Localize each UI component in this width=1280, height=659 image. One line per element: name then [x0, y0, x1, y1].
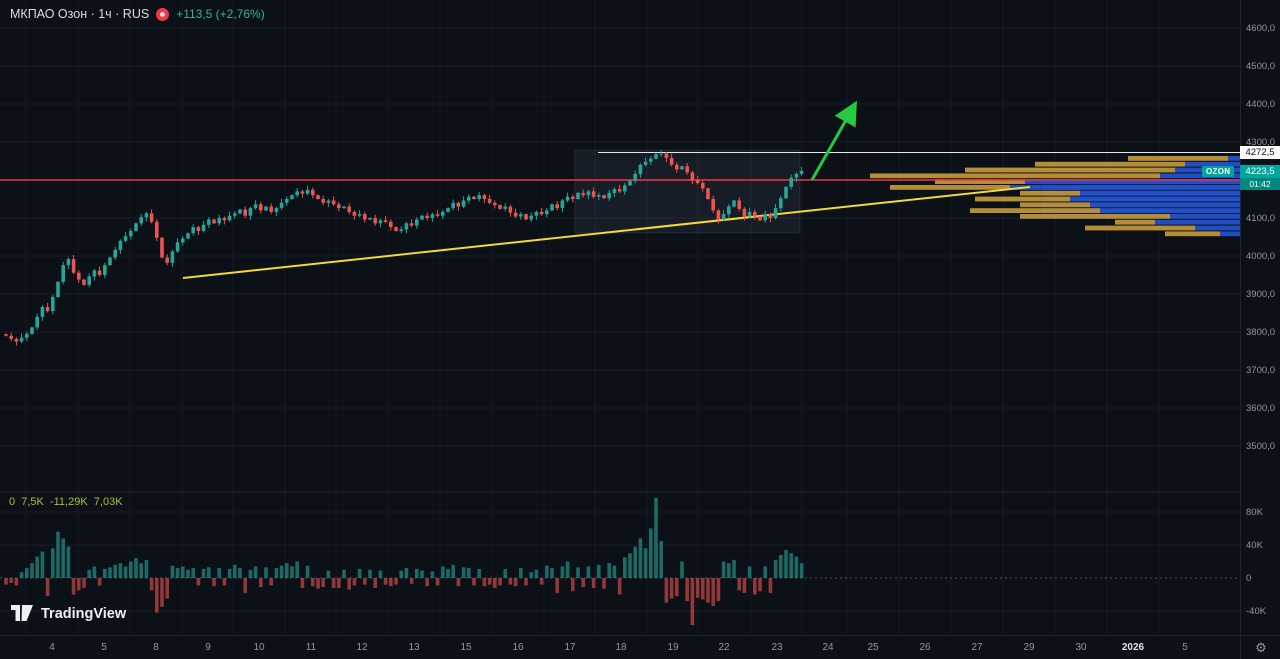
time-tick-label: 9	[205, 642, 211, 653]
time-tick-label: 12	[356, 642, 368, 653]
time-tick-label: 26	[919, 642, 931, 653]
time-tick-label: 16	[512, 642, 524, 653]
price-tick-label: 4300,0	[1246, 137, 1276, 148]
time-tick-label: 10	[253, 642, 265, 653]
price-tick-label: 3900,0	[1246, 289, 1276, 300]
price-axis[interactable]: 4600,04500,04400,04300,04200,04100,04000…	[1240, 0, 1280, 659]
last-price-value: 4223,5	[1245, 166, 1275, 177]
volume-series	[4, 497, 804, 626]
time-tick-label: 2026	[1121, 642, 1145, 653]
time-tick-label: 27	[971, 642, 983, 653]
symbol-chip[interactable]: OZON	[1202, 166, 1235, 177]
volume-tick-label: -40K	[1246, 606, 1267, 617]
axis-settings-corner[interactable]: ⚙	[1240, 635, 1280, 659]
volume-indicator-values[interactable]: 0 7,5K -11,29K 7,03K	[9, 496, 123, 508]
tradingview-logo-mark	[11, 605, 33, 621]
time-axis[interactable]: 4 5 8 9 10 11 12 13 15 16 17 18 19 22 23 24 25 26 27 29 30 20…	[0, 635, 1280, 659]
price-tick-label: 3800,0	[1246, 327, 1276, 338]
volume-tick-label: 80K	[1246, 507, 1263, 518]
time-tick-label: 5	[1182, 642, 1188, 653]
tradingview-logo[interactable]: TradingView	[10, 604, 126, 623]
time-tick-label: 15	[460, 642, 472, 653]
price-tick-label: 4600,0	[1246, 23, 1276, 34]
volume-tick-label: 0	[1246, 573, 1252, 584]
grid-lines	[0, 0, 1240, 635]
price-tick-label: 3500,0	[1246, 441, 1276, 452]
price-change-label: +113,5 (+2,76%)	[176, 7, 265, 21]
time-tick-label: 25	[867, 642, 879, 653]
level-price-badge: 4272,5	[1240, 146, 1280, 159]
symbol-title: МКПАО Озон · 1ч · RUS	[10, 7, 150, 21]
time-tick-label: 23	[771, 642, 783, 653]
time-tick-label: 18	[615, 642, 627, 653]
time-tick-label: 8	[153, 642, 159, 653]
symbol-legend[interactable]: МКПАО Озон · 1ч · RUS +113,5 (+2,76%)	[10, 7, 265, 21]
time-tick-label: 29	[1023, 642, 1035, 653]
bar-countdown: 01:42	[1240, 178, 1280, 190]
main-chart-canvas[interactable]	[0, 0, 1240, 635]
price-tick-label: 4100,0	[1246, 213, 1276, 224]
projection-arrow	[810, 100, 857, 181]
trendline	[182, 186, 1031, 279]
time-tick-label: 22	[718, 642, 730, 653]
price-tick-label: 3600,0	[1246, 403, 1276, 414]
time-tick-label: 11	[305, 642, 317, 653]
time-tick-label: 4	[49, 642, 55, 653]
time-tick-label: 13	[408, 642, 420, 653]
last-price-badge: 4223,5 01:42	[1240, 165, 1280, 190]
time-tick-label: 5	[101, 642, 107, 653]
time-tick-label: 19	[667, 642, 679, 653]
tradingview-logo-text: TradingView	[41, 605, 127, 622]
candlestick-series	[4, 150, 804, 346]
time-tick-label: 17	[564, 642, 576, 653]
status-icon	[156, 7, 170, 21]
time-tick-label: 30	[1075, 642, 1087, 653]
time-tick-label: 24	[822, 642, 834, 653]
price-tick-label: 3700,0	[1246, 365, 1276, 376]
price-tick-label: 4000,0	[1246, 251, 1276, 262]
volume-profile	[870, 156, 1240, 237]
price-tick-label: 4500,0	[1246, 61, 1276, 72]
price-tick-label: 4400,0	[1246, 99, 1276, 110]
volume-tick-label: 40K	[1246, 540, 1263, 551]
gear-icon[interactable]: ⚙	[1255, 640, 1267, 655]
